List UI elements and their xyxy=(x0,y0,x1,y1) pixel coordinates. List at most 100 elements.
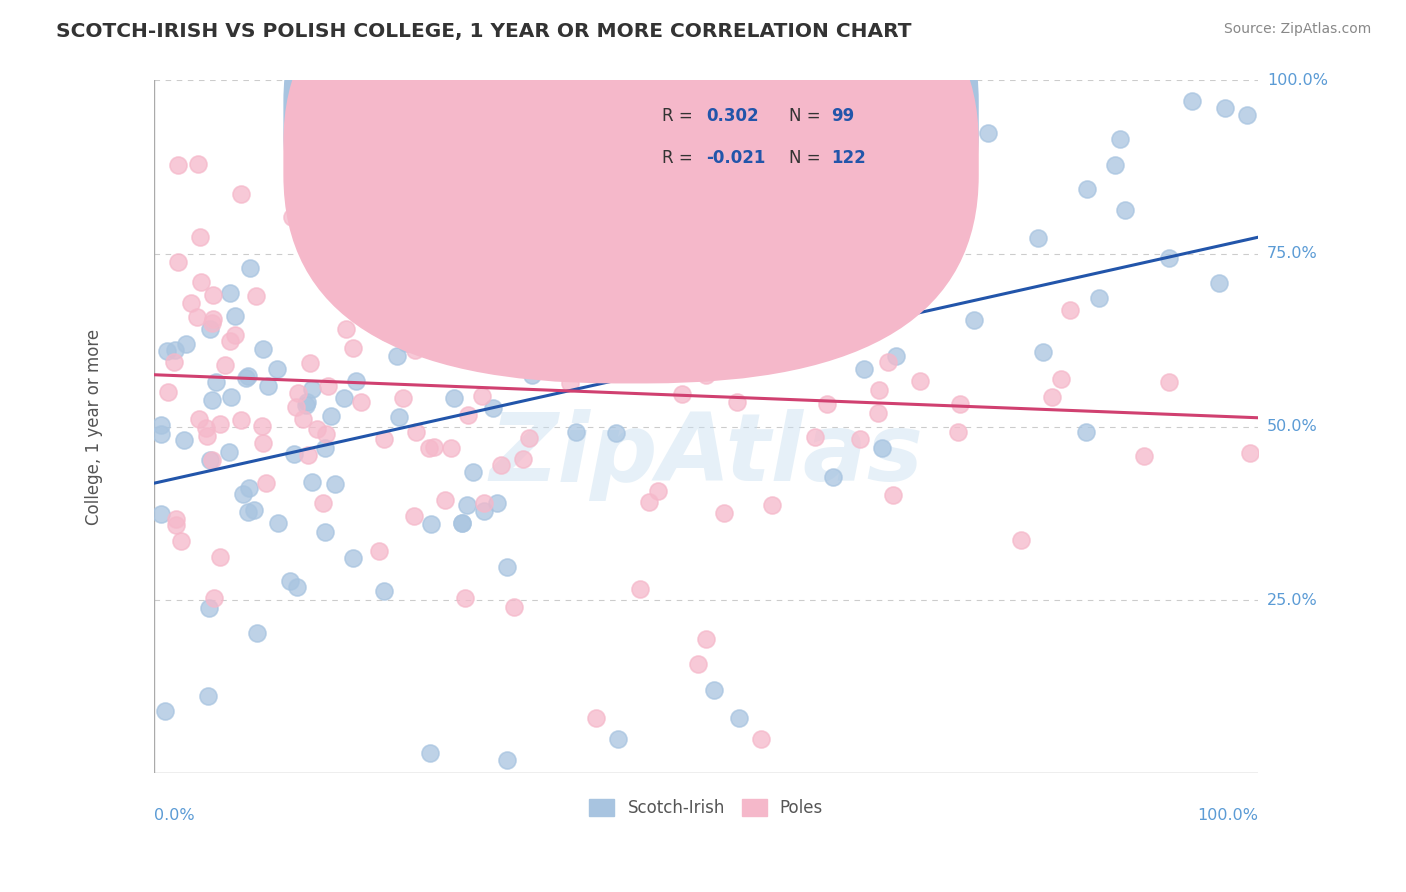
Point xyxy=(872,441,894,455)
Point xyxy=(333,391,356,405)
Point xyxy=(638,495,661,509)
Point xyxy=(495,559,517,574)
Point xyxy=(486,496,509,510)
Point xyxy=(239,260,262,275)
Point xyxy=(503,600,526,615)
Point xyxy=(804,430,827,444)
Point xyxy=(1181,95,1204,109)
Point xyxy=(301,382,323,396)
Point xyxy=(218,285,240,300)
Point xyxy=(443,327,465,342)
Point xyxy=(423,440,446,454)
Point xyxy=(529,178,551,192)
Point xyxy=(509,163,531,178)
Point xyxy=(451,328,474,343)
Point xyxy=(482,401,505,415)
Point xyxy=(155,343,177,358)
Text: ZipAtlas: ZipAtlas xyxy=(489,409,924,500)
Point xyxy=(643,343,665,357)
Point xyxy=(451,516,474,530)
Point xyxy=(167,158,190,172)
Point xyxy=(254,475,277,490)
Point xyxy=(235,370,257,384)
Point xyxy=(167,255,190,269)
Point xyxy=(405,425,427,440)
Point xyxy=(238,505,260,519)
Point xyxy=(440,441,463,455)
Point xyxy=(188,411,211,425)
Point xyxy=(295,395,318,409)
Point xyxy=(1050,372,1073,386)
Point xyxy=(323,477,346,491)
Point xyxy=(165,518,187,533)
Point xyxy=(418,441,440,455)
Point xyxy=(517,431,540,445)
Point xyxy=(1076,182,1098,196)
Point xyxy=(436,345,458,359)
Text: 99: 99 xyxy=(831,107,853,126)
Point xyxy=(605,425,627,440)
Point xyxy=(201,452,224,467)
Point xyxy=(877,355,900,369)
Point xyxy=(815,397,838,411)
Point xyxy=(820,284,842,298)
Text: 0.302: 0.302 xyxy=(706,107,759,126)
FancyBboxPatch shape xyxy=(284,0,979,384)
Point xyxy=(388,410,411,425)
Point xyxy=(536,244,558,259)
Text: R =: R = xyxy=(662,107,697,126)
Point xyxy=(149,427,172,442)
Point xyxy=(420,517,443,532)
Point xyxy=(294,398,316,412)
Point xyxy=(209,417,232,432)
Point xyxy=(1088,291,1111,305)
Point xyxy=(963,312,986,326)
Point xyxy=(252,342,274,356)
Point xyxy=(391,391,413,405)
Text: N =: N = xyxy=(789,107,825,126)
Point xyxy=(284,400,307,414)
Point xyxy=(419,746,441,760)
Point xyxy=(285,580,308,594)
Point xyxy=(194,421,217,435)
Point xyxy=(157,384,180,399)
Point xyxy=(472,496,495,510)
Point xyxy=(1010,533,1032,547)
Point xyxy=(522,368,544,383)
Text: SCOTCH-IRISH VS POLISH COLLEGE, 1 YEAR OR MORE CORRELATION CHART: SCOTCH-IRISH VS POLISH COLLEGE, 1 YEAR O… xyxy=(56,22,911,41)
Point xyxy=(257,379,280,393)
Point xyxy=(866,406,889,420)
Point xyxy=(373,432,395,446)
Point xyxy=(278,574,301,589)
Point xyxy=(214,358,236,372)
Point xyxy=(163,355,186,369)
Point xyxy=(224,310,246,324)
Point xyxy=(342,551,364,566)
Text: -0.021: -0.021 xyxy=(706,149,765,167)
Point xyxy=(471,389,494,403)
Point xyxy=(598,292,620,306)
Point xyxy=(377,325,399,339)
Point xyxy=(530,353,553,368)
Text: 122: 122 xyxy=(831,149,866,167)
Point xyxy=(301,475,323,489)
Point xyxy=(572,141,595,155)
Point xyxy=(725,395,748,409)
Point xyxy=(949,397,972,411)
Point xyxy=(187,157,209,171)
Point xyxy=(180,296,202,310)
Point xyxy=(512,451,534,466)
Point xyxy=(416,282,439,296)
Point xyxy=(315,427,337,442)
Point xyxy=(1076,425,1098,439)
Point xyxy=(783,156,806,170)
Point xyxy=(695,632,717,647)
Point xyxy=(291,412,314,426)
Point xyxy=(245,289,267,303)
Point xyxy=(492,344,515,359)
Point xyxy=(298,356,321,370)
Point xyxy=(688,657,710,672)
Point xyxy=(314,524,336,539)
Point xyxy=(818,315,841,329)
Point xyxy=(149,417,172,432)
